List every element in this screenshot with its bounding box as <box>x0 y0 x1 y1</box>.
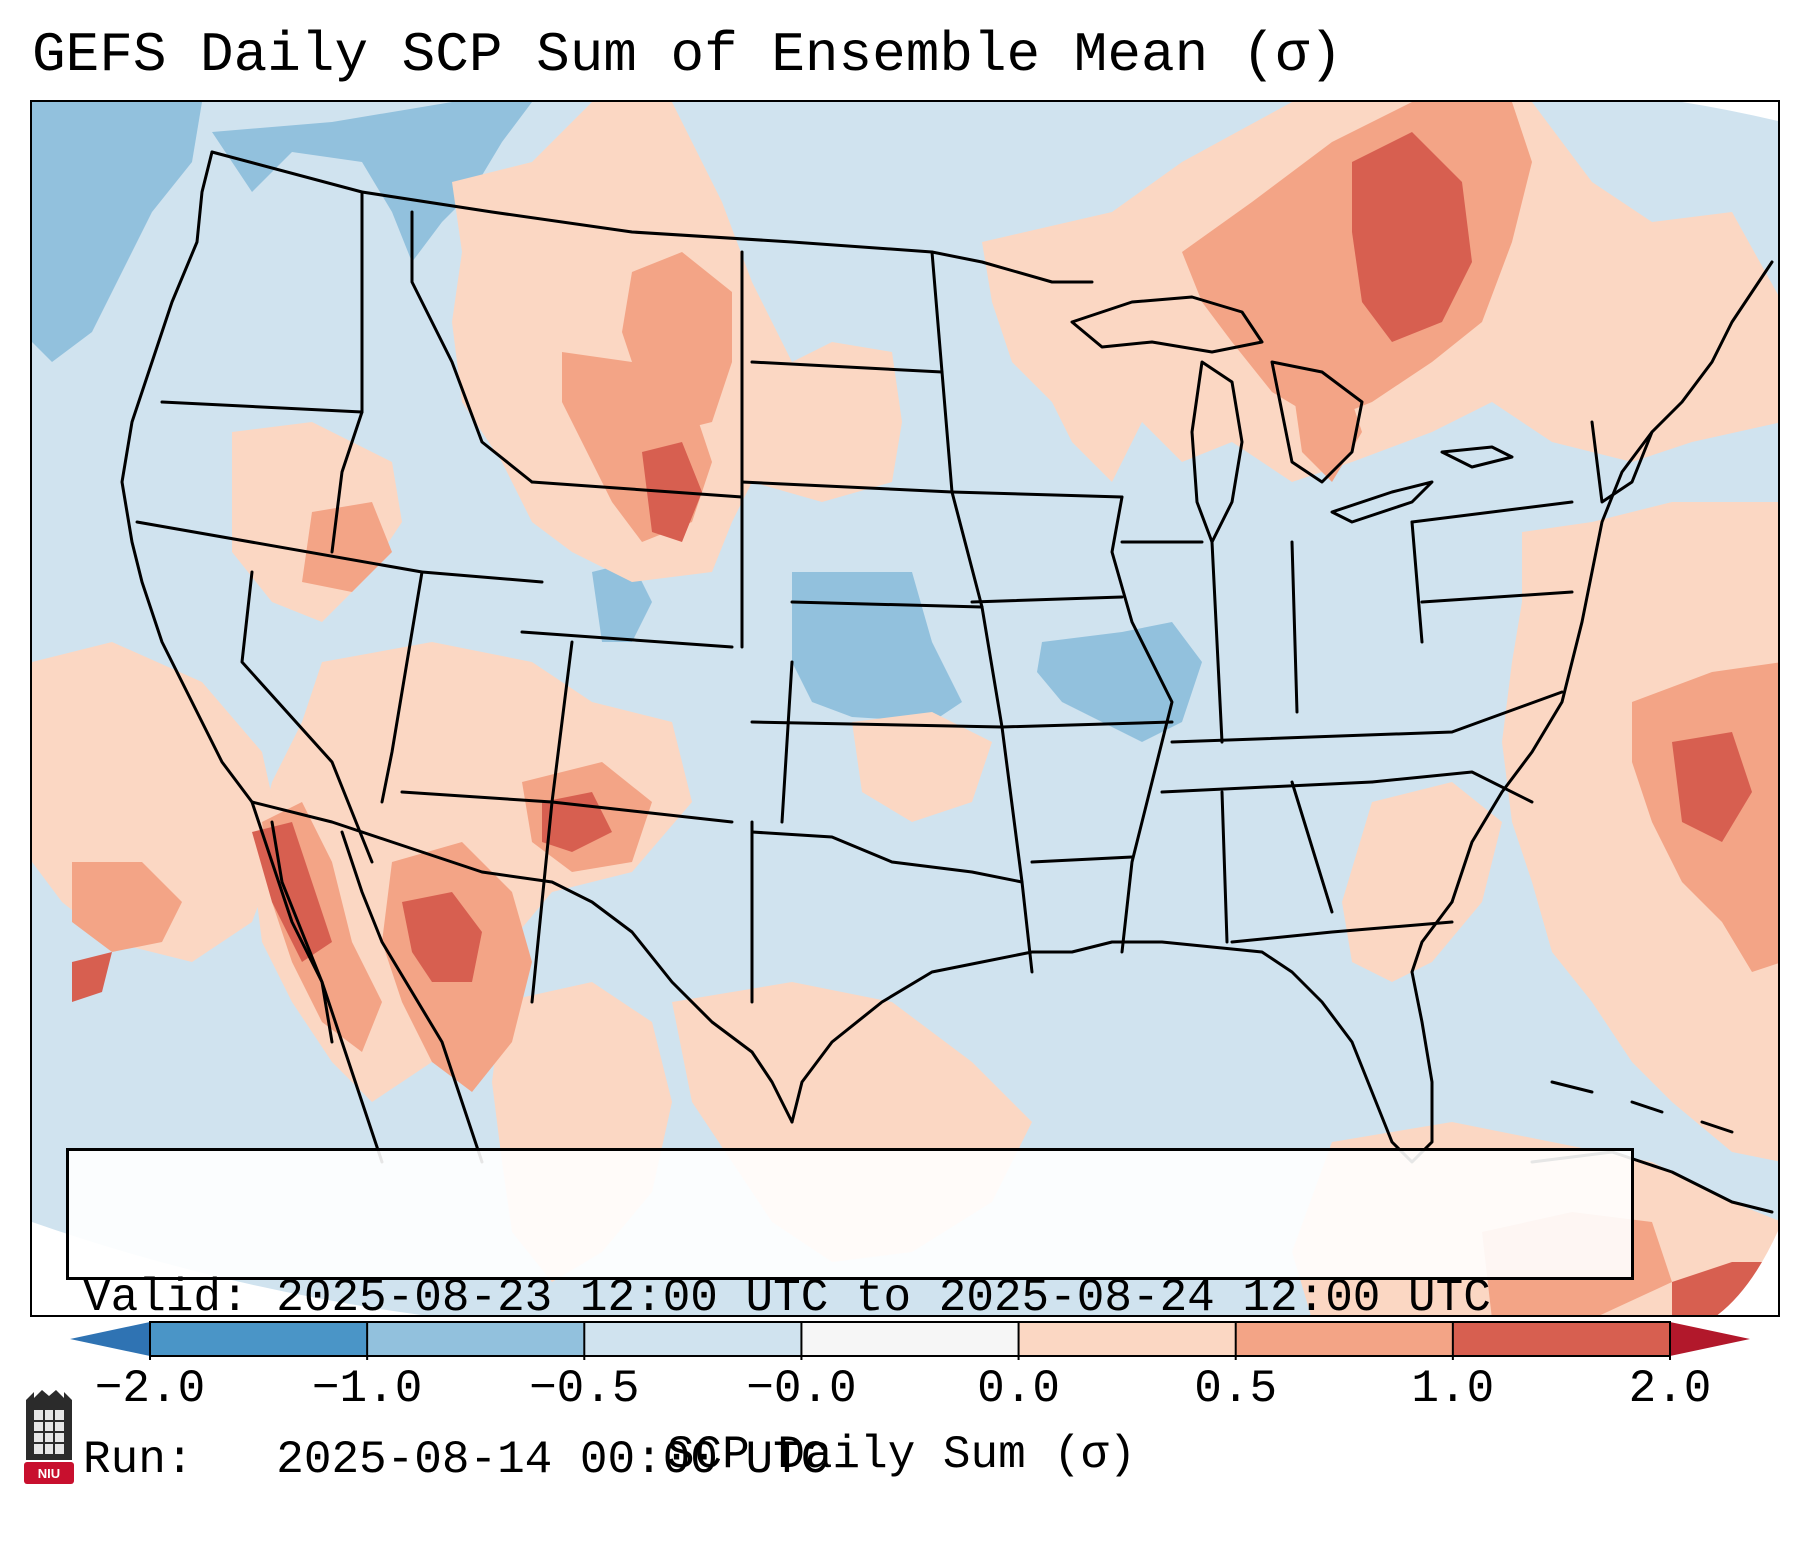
colorbar-label: SCP Daily Sum (σ) <box>666 1429 1137 1481</box>
colorbar-bin <box>367 1322 585 1356</box>
map-panel <box>30 100 1780 1317</box>
east-coastline <box>1450 260 1774 904</box>
state-border-ky-tn <box>1170 690 1564 744</box>
state-border-mn-ia <box>950 490 1124 499</box>
logo-text: NIU <box>38 1466 60 1481</box>
southwest-domain-edge <box>32 1222 422 1315</box>
state-border-oh-pa <box>1410 520 1424 644</box>
state-border-mo-ar <box>1000 720 1174 729</box>
baja-peninsula-coast <box>270 820 334 1044</box>
state-border-arizona-newmexico <box>530 800 554 1004</box>
pacific-strong-region <box>72 952 112 1002</box>
colorado-negative-region <box>592 562 652 642</box>
out-of-domain-areas <box>32 102 1778 1315</box>
colorbar-tick-label: −0.0 <box>746 1363 857 1415</box>
state-border-ne-ks <box>790 600 984 609</box>
coastlines-and-borders <box>120 150 1774 1214</box>
state-border-wyoming-south <box>520 630 734 649</box>
atlantic-strong-region <box>1672 732 1752 842</box>
colorbar-bin <box>1452 1322 1671 1356</box>
valid-time-text: Valid: 2025-08-23 12:00 UTC to 2025-08-2… <box>83 1272 1491 1324</box>
state-border-sd-ne <box>740 480 954 494</box>
state-border-mississippi-river <box>1110 495 1174 954</box>
colorbar-tick-label: 1.0 <box>1411 1363 1495 1415</box>
colorbar-tick-label: 0.0 <box>977 1363 1060 1415</box>
southeast-coast-positive-region <box>1342 782 1502 982</box>
colorbar-bins <box>150 1322 1671 1356</box>
michigan-moderate-region <box>1292 372 1362 482</box>
colorbar-tick-label: −1.0 <box>311 1363 423 1415</box>
gulf-of-california-coast <box>340 830 484 1164</box>
state-border-dakotas <box>750 360 944 374</box>
negative-anomaly-regions <box>32 102 1202 742</box>
pacific-moderate-region <box>72 862 182 952</box>
state-border-idaho-west <box>330 190 364 554</box>
central-plains-positive-region <box>852 712 992 822</box>
gulf-coastline <box>790 900 1454 1164</box>
state-border-ar-la <box>1030 855 1134 864</box>
lake-erie-outline <box>1330 480 1434 524</box>
page-title: GEFS Daily SCP Sum of Ensemble Mean (σ) <box>32 23 1343 87</box>
colorbar-tick-label: −0.5 <box>529 1363 640 1415</box>
colorbar-bin <box>1018 1322 1237 1356</box>
state-border-ok-tx <box>750 830 1024 884</box>
colorbar-tick-label: 0.5 <box>1194 1363 1278 1415</box>
state-border-al-ga <box>1290 780 1334 914</box>
lake-michigan-outline <box>1190 360 1244 544</box>
colorbar-bin <box>150 1322 368 1356</box>
bahamas-outline <box>1550 1080 1734 1134</box>
state-border-pa-md <box>1420 590 1574 604</box>
colorbar-bin <box>1235 1322 1454 1356</box>
colorbar-bin <box>584 1322 802 1356</box>
missouri-negative-region <box>1037 622 1202 742</box>
us-canada-border <box>210 150 1094 284</box>
colorbar-bin <box>801 1322 1020 1356</box>
state-border-ga-fl <box>1230 920 1454 944</box>
idaho-montana-negative-region <box>212 102 532 262</box>
state-border-idaho-montana <box>410 210 534 484</box>
lake-huron-outline <box>1270 360 1364 484</box>
nevada-moderate-region <box>302 502 392 592</box>
lake-superior-outline <box>1070 295 1264 354</box>
state-border-ia-mo <box>970 595 1124 604</box>
state-border-california-nevada <box>240 570 374 864</box>
state-border-tn-ms-al <box>1160 780 1374 794</box>
validity-info-box: Valid: 2025-08-23 12:00 UTC to 2025-08-2… <box>66 1148 1634 1486</box>
southeast-domain-edge <box>1717 1230 1778 1315</box>
run-time-text: Run: 2025-08-14 00:00 UTC <box>83 1434 829 1486</box>
state-border-ks-ok <box>750 720 1004 729</box>
state-border-colorado-east <box>780 660 794 824</box>
colorbar-low-extension <box>70 1322 150 1356</box>
sonora-strong-region <box>402 892 482 982</box>
scp-map <box>32 102 1778 1315</box>
colorbar-tick-label: 2.0 <box>1628 1363 1712 1415</box>
pacific-northwest-negative-region <box>32 102 202 362</box>
state-border-utah-east <box>550 640 574 804</box>
ontario-strong-region <box>1352 132 1472 342</box>
state-border-ms-al <box>1220 790 1229 944</box>
state-border-in-oh <box>1290 540 1299 714</box>
colorbar-tick-marks <box>149 1322 1671 1360</box>
us-mexico-border <box>250 800 794 1124</box>
state-border-montana-wyoming <box>530 480 744 499</box>
state-border-nc-sc <box>1370 770 1534 804</box>
kansas-negative-region <box>792 572 962 722</box>
colorbar-tick-label: −2.0 <box>94 1363 206 1415</box>
colorbar <box>70 1321 1750 1360</box>
state-border-nevada-east <box>380 570 424 804</box>
state-border-new-england <box>1590 420 1654 504</box>
state-border-nd-mn <box>930 250 1034 974</box>
state-border-il-in <box>1210 540 1224 744</box>
baja-strong-region <box>252 822 332 962</box>
colorbar-high-extension <box>1670 1322 1750 1356</box>
northeast-domain-edge <box>1682 102 1778 122</box>
state-border-pa-ny <box>1410 500 1574 524</box>
lake-ontario-outline <box>1440 445 1514 469</box>
niu-building-icon: NIU <box>24 1390 74 1484</box>
state-border-wa-or <box>160 400 364 414</box>
